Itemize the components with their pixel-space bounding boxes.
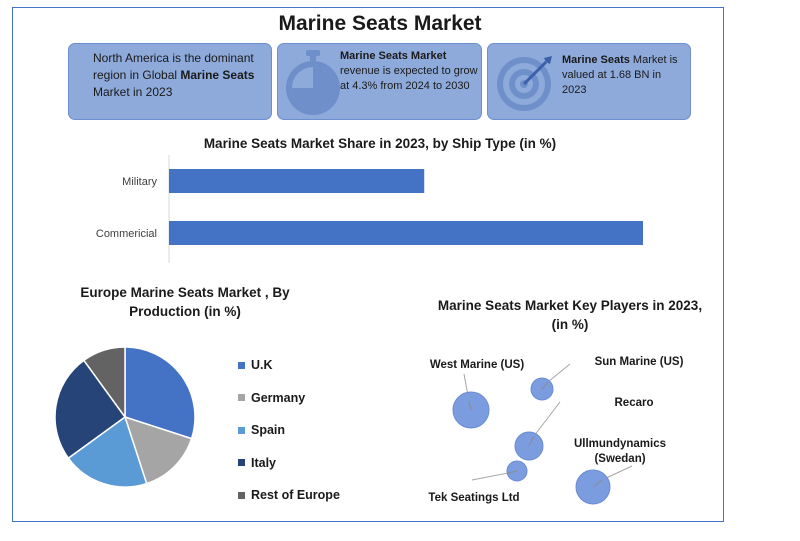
pie-slice-rest-of-europe — [82, 346, 126, 420]
legend-label: Germany — [251, 390, 306, 405]
legend-label: Spain — [251, 423, 286, 438]
bar-label: Commericial — [96, 228, 157, 240]
bubble-chart-title: Marine Seats Market Key Players in 2023,… — [437, 298, 703, 332]
bar-chart-title: Marine Seats Market Share in 2023, by Sh… — [203, 136, 557, 151]
bubble-label: Tek Seatings Ltd — [428, 492, 520, 504]
bar-commericial — [169, 221, 643, 245]
pie-chart-title: Europe Marine Seats Market , By Producti… — [80, 285, 290, 319]
pie-legend: U.K Germany Spain Italy Rest of Europe — [238, 349, 340, 512]
card-text-bold: Marine Seats — [180, 68, 255, 82]
bubble-leader-inner — [592, 479, 603, 488]
info-card-growth: Marine Seats Market revenue is expected … — [277, 43, 482, 120]
info-card-region: North America is the dominant region in … — [68, 43, 272, 120]
legend-item: Italy — [238, 447, 340, 480]
card-text-part: Market is valued at 1.68 BN in 2023 — [562, 54, 678, 96]
card-text: Marine Seats Market revenue is expected … — [340, 49, 480, 94]
legend-item: Spain — [238, 414, 340, 447]
legend-item: Rest of Europe — [238, 479, 340, 512]
bubble-leader-inner — [528, 435, 535, 447]
legend-swatch — [238, 491, 245, 499]
target-icon — [497, 56, 552, 111]
card-text: North America is the dominant region in … — [93, 50, 268, 101]
info-card-valuation: Marine Seats Market is valued at 1.68 BN… — [487, 43, 691, 120]
bubble-label: Ullmundynamics (Swedan) — [573, 438, 667, 465]
card-text: Marine Seats Market is valued at 1.68 BN… — [562, 53, 686, 98]
bubble-leader-inner — [468, 400, 472, 411]
bar-chart: Military Commericial — [96, 155, 643, 263]
page-title: Marine Seats Market — [278, 12, 482, 35]
stopwatch-icon — [286, 50, 340, 115]
bubble-leader — [533, 401, 561, 437]
legend-label: U.K — [251, 358, 273, 373]
pie-slice-u-k — [124, 346, 196, 440]
bubble-label: Recaro — [614, 397, 654, 409]
outer-frame — [12, 7, 724, 522]
legend-label: Italy — [251, 455, 277, 470]
legend-swatch — [238, 361, 245, 369]
bubble-leader-inner — [541, 381, 549, 390]
legend-item: Germany — [238, 382, 340, 415]
bubble-leader — [547, 363, 571, 383]
legend-swatch — [238, 459, 245, 467]
legend-swatch — [238, 426, 245, 434]
bubble-label: Sun Marine (US) — [594, 356, 684, 368]
bubble-leader — [471, 472, 509, 481]
bar-label: Military — [122, 176, 157, 188]
pie-slice-spain — [67, 415, 148, 488]
bubble-label: West Marine (US) — [429, 359, 525, 371]
card-text-bold: Marine Seats Market — [340, 50, 447, 62]
legend-swatch — [238, 394, 245, 402]
bubble-leader-inner — [507, 470, 518, 474]
card-text-bold: Marine Seats — [562, 54, 630, 66]
legend-label: Rest of Europe — [251, 488, 340, 503]
legend-item: U.K — [238, 349, 340, 382]
bubble-chart — [452, 363, 633, 505]
pie-slice-italy — [54, 359, 127, 460]
pie-chart — [54, 346, 196, 488]
card-text-part: revenue is expected to grow at 4.3% from… — [340, 65, 478, 92]
card-text-part: Market in 2023 — [93, 85, 173, 99]
card-text-part: North America is the dominant region in … — [93, 51, 254, 82]
bar-military — [169, 169, 425, 193]
